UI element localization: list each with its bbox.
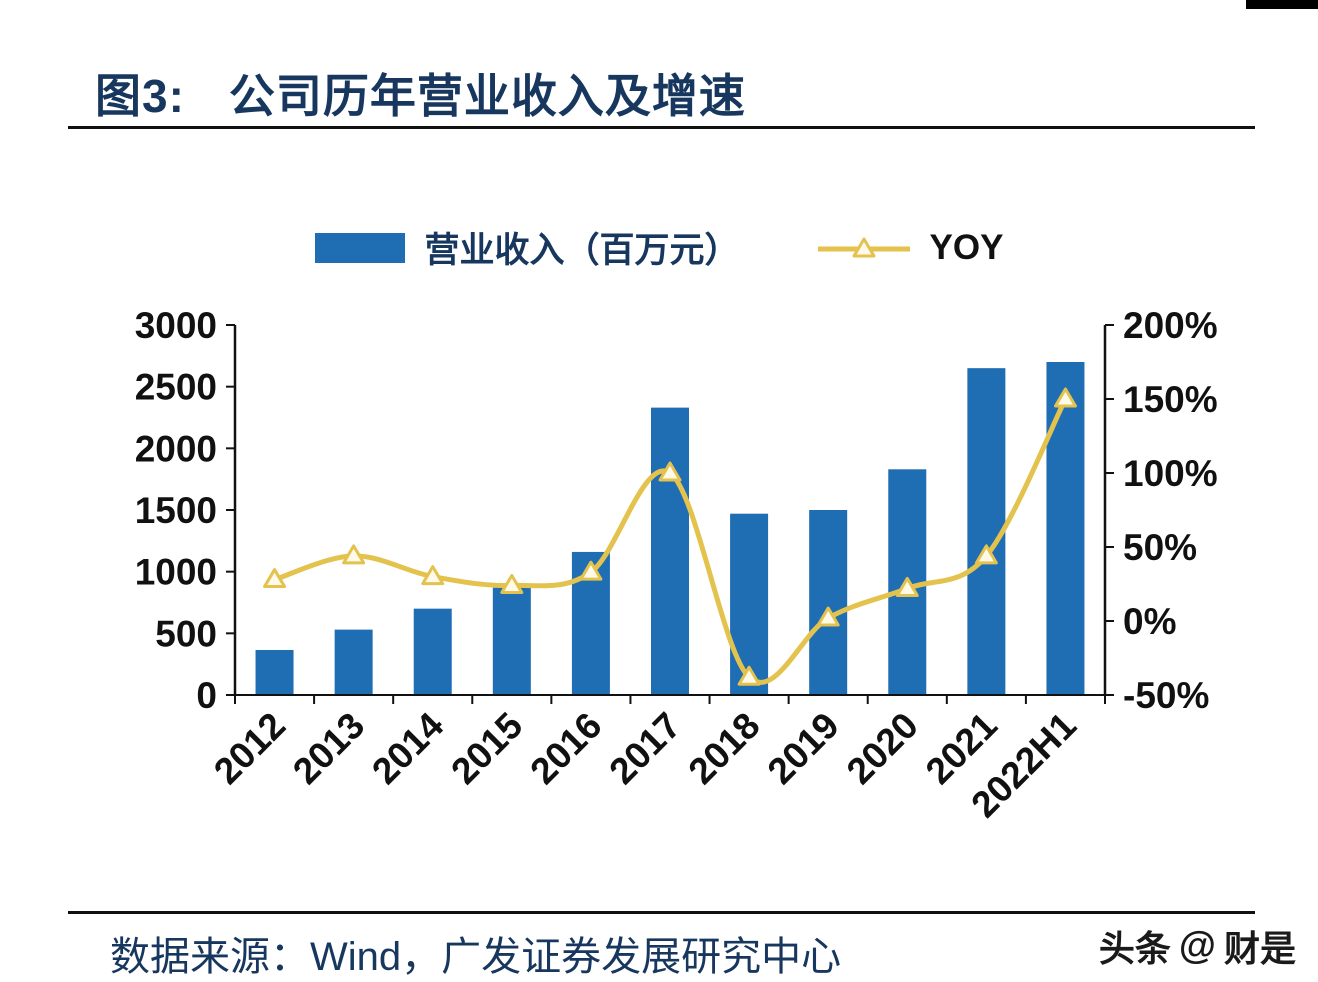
- watermark: 头条 @ 财是: [1099, 920, 1296, 972]
- svg-text:2000: 2000: [135, 428, 217, 469]
- screenshot-corner-artifact: [1246, 0, 1318, 9]
- figure-title: 公司历年营业收入及增速: [228, 70, 746, 122]
- svg-text:2020: 2020: [839, 705, 926, 792]
- revenue-legend-label: 营业收入（百万元）: [424, 231, 740, 270]
- svg-text:-50%: -50%: [1123, 675, 1209, 716]
- svg-text:50%: 50%: [1123, 527, 1197, 568]
- legend-item-yoy: YOY: [817, 227, 1004, 268]
- svg-text:3000: 3000: [135, 305, 217, 346]
- svg-text:2016: 2016: [522, 705, 609, 792]
- svg-text:2500: 2500: [135, 367, 217, 408]
- svg-text:2018: 2018: [681, 705, 768, 792]
- chart-legend: 营业收入（百万元） YOY: [0, 222, 1318, 273]
- svg-text:2013: 2013: [285, 705, 372, 792]
- svg-text:1500: 1500: [135, 490, 217, 531]
- data-source-text: 数据来源：Wind，广发证券发展研究中心: [110, 935, 842, 979]
- svg-text:100%: 100%: [1123, 453, 1218, 494]
- svg-text:0: 0: [196, 675, 217, 716]
- watermark-account-text: 财是: [1223, 928, 1296, 969]
- yoy-line-marker-icon: [817, 237, 910, 257]
- svg-text:0%: 0%: [1123, 601, 1176, 642]
- title-divider-line: [68, 126, 1255, 129]
- revenue-yoy-combo-chart: 0 500 1000 1500 2000 2500 3000 -50% 0% 50% 100% 150…: [135, 305, 1218, 825]
- svg-text:2019: 2019: [760, 705, 847, 792]
- figure-header: 图3: 公司历年营业收入及增速: [95, 60, 746, 126]
- svg-text:2012: 2012: [206, 705, 293, 792]
- yoy-legend-label: YOY: [929, 227, 1004, 267]
- svg-text:1000: 1000: [135, 552, 217, 593]
- svg-text:200%: 200%: [1123, 305, 1218, 346]
- footer-divider-line: [68, 911, 1255, 914]
- toutiao-at-icon: @: [1178, 924, 1216, 967]
- svg-text:2017: 2017: [601, 705, 688, 792]
- svg-text:150%: 150%: [1123, 379, 1218, 420]
- svg-text:2015: 2015: [443, 705, 530, 792]
- legend-item-revenue: 营业收入（百万元）: [314, 222, 740, 273]
- svg-text:500: 500: [155, 613, 217, 654]
- figure-number-label: 图3:: [95, 70, 185, 122]
- svg-text:2014: 2014: [364, 704, 451, 791]
- revenue-bar-swatch-icon: [314, 232, 405, 263]
- watermark-brand-text: 头条: [1098, 928, 1171, 969]
